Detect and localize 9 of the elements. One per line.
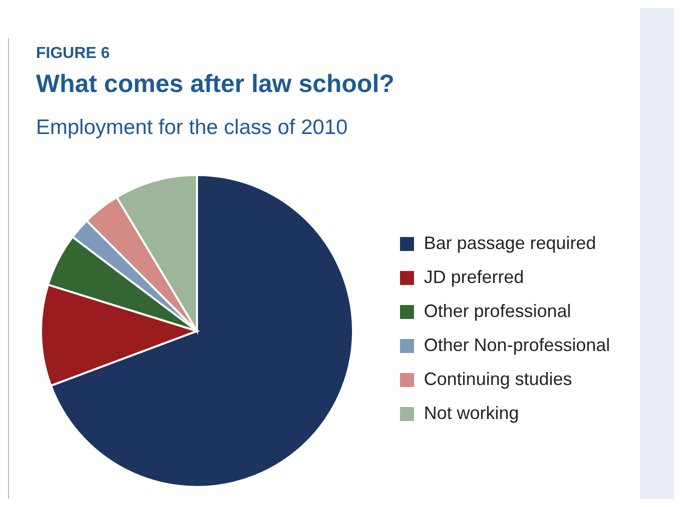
chart-subtitle: FIGURE 6 (36, 45, 110, 63)
text: Employment for the class of 2010 (36, 116, 348, 140)
legend-label: Bar passage required (424, 233, 596, 253)
chart-title: What comes after law school? (36, 70, 394, 99)
legend-label: Not working (424, 403, 519, 423)
legend-label: Continuing studies (424, 369, 572, 389)
legend-label: JD preferred (424, 267, 524, 287)
legend-label: Other professional (424, 301, 571, 321)
legend-label: Other Non-professional (424, 335, 610, 355)
